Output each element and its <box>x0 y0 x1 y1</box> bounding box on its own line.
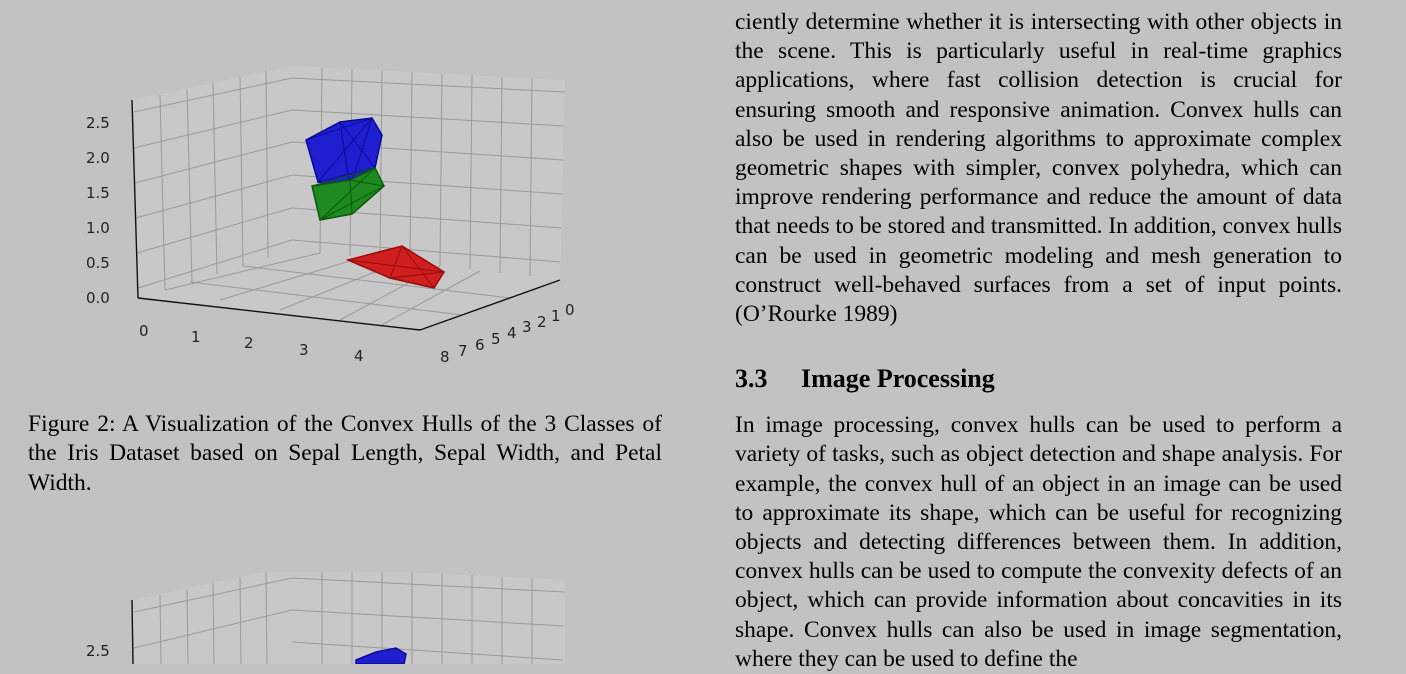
hull-class-red <box>345 244 446 289</box>
z-tick: 2.0 <box>86 149 110 167</box>
z-tick: 2.5 <box>86 642 110 660</box>
z-tick: 0.0 <box>86 289 110 307</box>
y-tick: 0 <box>565 301 575 319</box>
y-tick: 1 <box>551 307 561 325</box>
y-tick: 5 <box>491 330 501 348</box>
z-axis <box>131 599 134 664</box>
section-number: 3.3 <box>735 364 768 394</box>
grid-right <box>291 67 566 277</box>
x-tick: 1 <box>191 328 201 346</box>
grid-floor <box>164 252 511 327</box>
figure-caption: Figure 2: A Visualization of the Convex … <box>28 411 662 496</box>
grid-2 <box>133 572 566 664</box>
y-axis <box>419 279 561 331</box>
z-tick: 1.0 <box>86 219 110 237</box>
y-tick: 8 <box>440 348 450 366</box>
figure-1-plot: 2.5 2.0 1.5 1.0 0.5 0.0 0 1 2 3 4 8 7 6 … <box>86 66 575 366</box>
figure-1: 2.5 2.0 1.5 1.0 0.5 0.0 0 1 2 3 4 8 7 6 … <box>0 0 700 400</box>
y-tick-labels: 8 7 6 5 4 3 2 1 0 <box>440 301 575 366</box>
paragraph-graphics: ciently determine whether it is intersec… <box>735 9 1342 328</box>
figure-2: 2.5 <box>0 572 700 664</box>
floor-pane <box>138 250 560 330</box>
hull-class-green <box>311 167 386 221</box>
x-tick: 0 <box>139 322 149 340</box>
z-tick: 1.5 <box>86 184 110 202</box>
back-pane-left <box>132 66 292 298</box>
y-tick: 2 <box>537 313 547 331</box>
z-tick: 2.5 <box>86 114 110 132</box>
z-tick: 0.5 <box>86 254 110 272</box>
y-tick: 4 <box>507 324 517 342</box>
section-heading: 3.3 Image Processing <box>735 363 1342 395</box>
section-title: Image Processing <box>801 364 995 394</box>
y-tick: 6 <box>475 336 485 354</box>
paragraph-image-processing: In image processing, convex hulls can be… <box>735 412 1342 672</box>
z-tick-labels: 2.5 2.0 1.5 1.0 0.5 0.0 <box>86 114 110 307</box>
x-tick-labels: 0 1 2 3 4 <box>139 322 364 365</box>
x-tick: 4 <box>354 347 364 365</box>
y-tick: 3 <box>522 318 532 336</box>
right-column: ciently determine whether it is intersec… <box>735 8 1342 674</box>
x-tick: 3 <box>299 341 309 359</box>
z-axis <box>131 99 139 299</box>
figure-2-plot: 2.5 <box>86 572 566 664</box>
back-pane-left <box>132 572 292 664</box>
y-tick: 7 <box>458 342 468 360</box>
x-tick: 2 <box>244 334 254 352</box>
x-axis <box>137 297 421 331</box>
grid-left <box>133 70 293 291</box>
hull-class-blue <box>355 647 407 664</box>
